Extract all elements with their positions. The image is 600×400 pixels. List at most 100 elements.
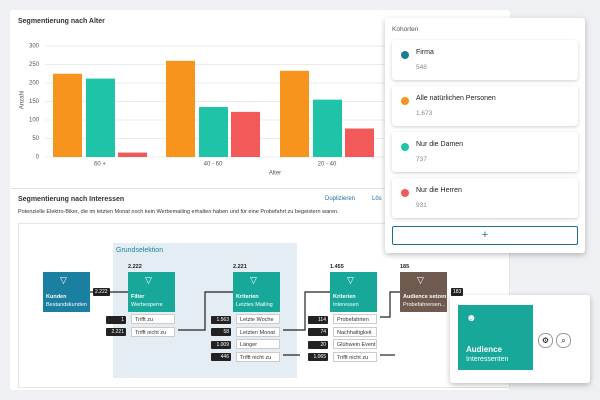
cohort-name: Nur die Damen (416, 141, 464, 148)
flow-node[interactable]: ▽ Audience setzen Probefahrersen... (400, 272, 447, 312)
y-axis-label: Anzahl (20, 91, 26, 109)
x-tick-label: 20 - 40 (318, 162, 337, 168)
flow-node[interactable]: ▽ Kriterien Interessen (330, 272, 377, 312)
cohort-card[interactable]: Nur die Herren 931 (392, 178, 578, 218)
cohort-count: 931 (416, 202, 427, 209)
branch-count: 2.221 (106, 328, 126, 336)
output-badge: 183 (451, 288, 464, 296)
y-tick-label: 50 (32, 136, 39, 142)
node-title: Filter (131, 294, 145, 300)
branch-row[interactable]: Letzte Woche (236, 314, 280, 324)
node-count: 2.221 (233, 264, 247, 270)
zoom-button[interactable]: ⌕ (556, 333, 571, 348)
branch-row[interactable]: Nachhaltigkeit (333, 326, 377, 337)
branch-count: 114 (308, 315, 328, 324)
branch-count: 1.009 (211, 340, 231, 349)
node-title: Kunden (46, 294, 67, 300)
node-title: Kriterien (236, 294, 259, 300)
y-tick-label: 150 (29, 99, 40, 105)
settings-button[interactable]: ⚙ (538, 333, 553, 348)
popup: ☻ Audience Interessenten ⚙ ⌕ (450, 295, 590, 383)
node-subtitle: Letztes Mailing (236, 302, 273, 308)
action-button[interactable]: Duplizieren (325, 196, 356, 202)
segment-title: Segmentierung nach Interessen (18, 196, 125, 203)
cohort-name: Firma (416, 49, 434, 56)
audience-tile[interactable]: ☻ Audience Interessenten (458, 305, 533, 370)
cohort-dot (401, 143, 409, 151)
bar (86, 78, 115, 157)
x-axis-label: Alter (269, 171, 281, 177)
node-count: 1.455 (330, 264, 344, 270)
flow-node[interactable]: ▽ Filter Werbesperre (128, 272, 175, 312)
y-tick-label: 300 (29, 44, 40, 50)
y-tick-label: 0 (36, 155, 40, 161)
node-icon: ▽ (145, 275, 152, 285)
branch-row[interactable]: Trifft nicht zu (333, 351, 377, 362)
action-button[interactable]: Lös (372, 196, 382, 202)
cohort-count: 737 (416, 156, 427, 163)
branch-count: 58 (211, 328, 231, 336)
cohort-card[interactable]: Alle natürlichen Personen 1.673 (392, 86, 578, 126)
panel-title: Kohorten (392, 26, 419, 33)
node-count: 2.222 (128, 264, 142, 270)
y-tick-label: 250 (29, 62, 40, 68)
node-title: Kriterien (333, 294, 356, 300)
bar (345, 128, 374, 157)
icon: ☻ (466, 313, 477, 324)
bar (280, 70, 309, 157)
branch-row[interactable]: Trifft nicht zu (236, 351, 280, 362)
branch-row[interactable]: Probefahrten (333, 314, 377, 324)
bar (166, 60, 195, 157)
chart-title: Segmentierung nach Alter (18, 18, 105, 25)
branch-row[interactable]: Länger (236, 339, 280, 349)
node-subtitle: Werbesperre (131, 302, 163, 308)
bar (199, 107, 228, 157)
cohort-panel: Kohorten + Firma 548 Alle natürlichen Pers… (385, 18, 585, 253)
cohort-name: Nur die Herren (416, 187, 462, 194)
cohort-dot (401, 97, 409, 105)
branch-row[interactable]: Letzten Monat (236, 326, 280, 337)
node-subtitle: Interessen (333, 302, 359, 308)
node-icon: ▽ (347, 275, 354, 285)
count-badge: 2.222 (93, 288, 110, 296)
branch-row[interactable]: Glühwein Event (333, 339, 377, 349)
branch-count: 1 (106, 315, 126, 324)
branch-count: 1.563 (211, 315, 231, 324)
x-tick-label: 60 + (94, 162, 106, 168)
branch-row[interactable]: Trifft nicht zu (131, 326, 175, 337)
popup-subtitle: Interessenten (466, 356, 509, 363)
branch-row[interactable]: Trifft zu (131, 314, 175, 324)
cohort-count: 1.673 (416, 110, 433, 117)
cohort-count: 548 (416, 64, 427, 71)
flow-node[interactable]: ▽ Kunden Bestandskunden (43, 272, 90, 312)
node-count: 185 (400, 264, 410, 270)
cohort-card[interactable]: Nur die Damen 737 (392, 132, 578, 172)
connector (380, 291, 400, 318)
node-title: Audience setzen (403, 294, 447, 300)
flow-node[interactable]: ▽ Kriterien Letztes Mailing (233, 272, 280, 312)
branch-count: 20 (308, 340, 328, 349)
cohort-card[interactable]: Firma 548 (392, 40, 578, 80)
popup-title: Audience (466, 345, 503, 354)
bar (313, 99, 342, 157)
bar (118, 152, 147, 157)
connector (178, 291, 233, 331)
node-icon: ▽ (60, 275, 67, 285)
cohort-dot (401, 51, 409, 59)
y-tick-label: 200 (29, 81, 40, 87)
add-button[interactable]: + (392, 226, 578, 245)
branch-count: 74 (308, 328, 328, 336)
divider (10, 188, 510, 189)
x-tick-label: 40 - 60 (204, 162, 223, 168)
bar (231, 111, 260, 157)
group-label: Grundselektion (116, 247, 164, 254)
y-tick-label: 100 (29, 118, 40, 124)
segment-description: Potenzielle Elektro-Biker, die im letzte… (18, 209, 339, 215)
branch-count: 1.065 (308, 353, 328, 361)
cohort-dot (401, 189, 409, 197)
node-subtitle: Bestandskunden (46, 302, 87, 308)
bar (53, 73, 82, 157)
node-subtitle: Probefahrersen... (403, 302, 445, 308)
